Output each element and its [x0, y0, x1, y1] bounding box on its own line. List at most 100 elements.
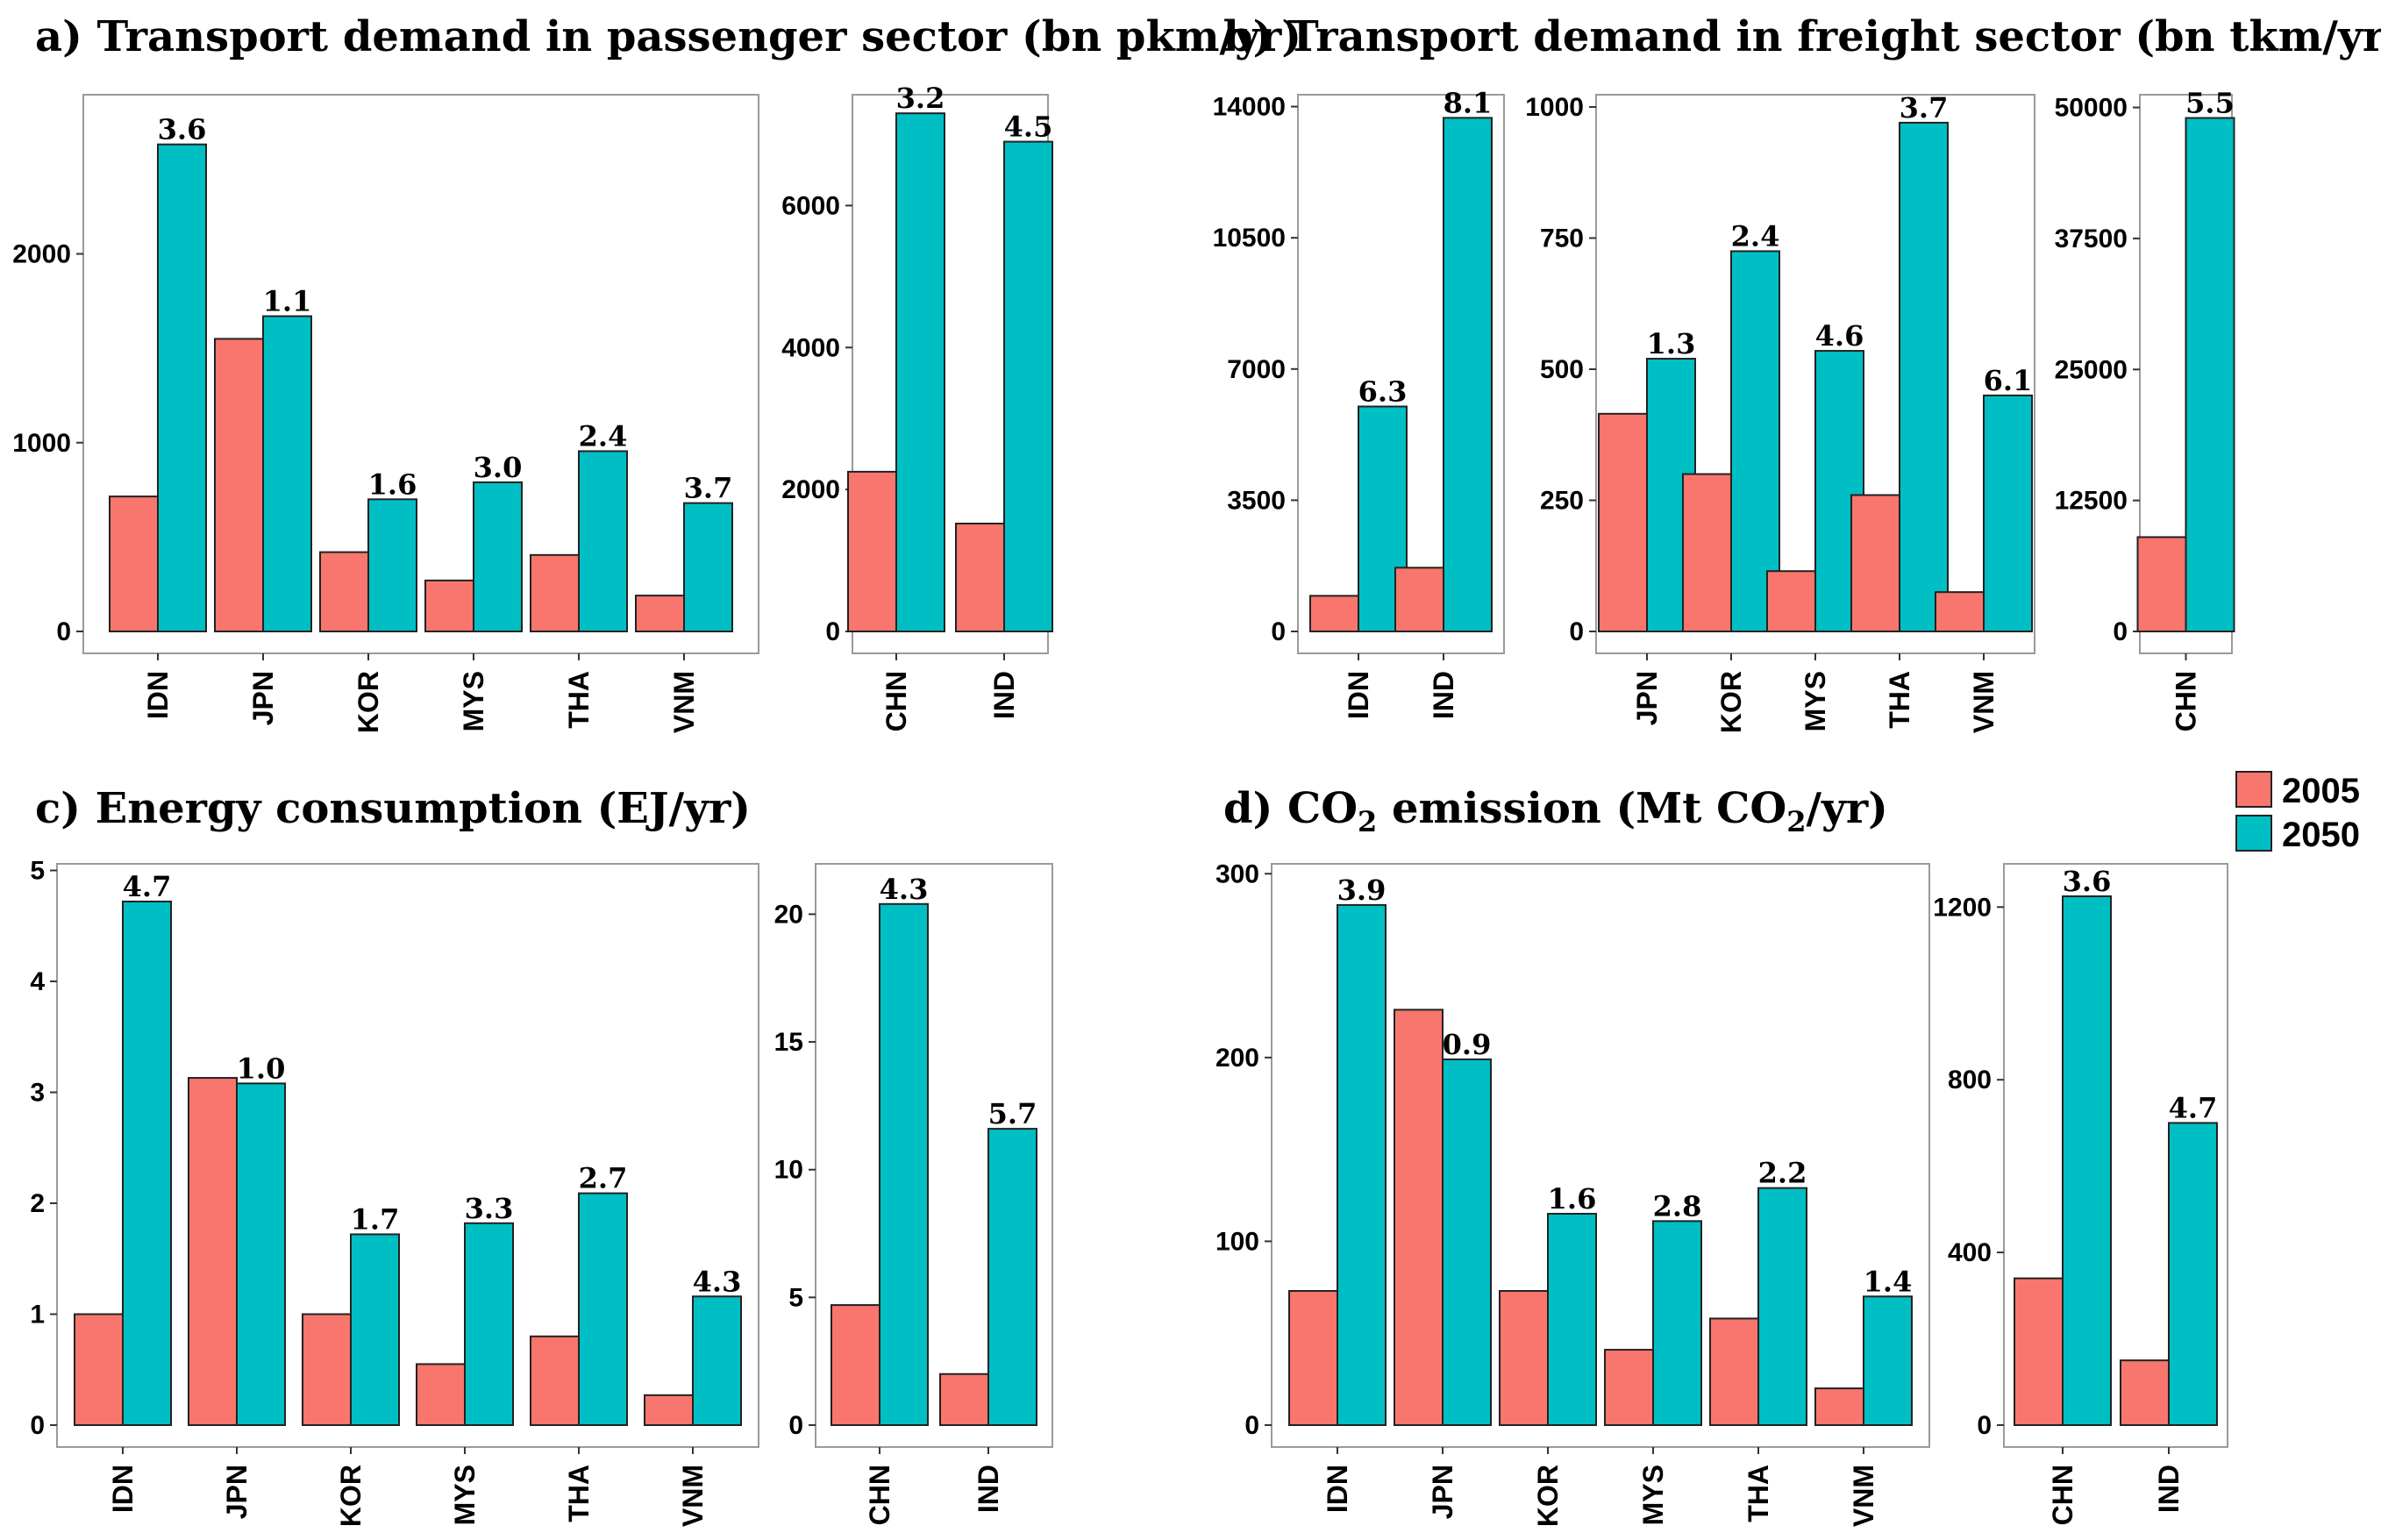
chart-d2: 0 400 800 1200 3.6 CHN 4.7 IND [1933, 863, 2228, 1525]
data-label-kor: 1.7 [351, 1202, 400, 1236]
bar-2050-idn [1337, 903, 1387, 1426]
data-label-kor: 2.4 [1731, 219, 1780, 253]
legend-swatch-2005 [2235, 771, 2272, 808]
y-tick-label: 4000 [781, 333, 840, 362]
panel-d-title-prefix: d) CO [1223, 784, 1358, 833]
data-label-mys: 3.3 [465, 1192, 514, 1225]
bar-2005-vnm [1935, 591, 1985, 632]
plot-frame [1271, 863, 1930, 1448]
category-label-idn: IDN [107, 1465, 139, 1513]
y-tick-label: 2 [30, 1189, 45, 1218]
data-label-ind: 8.1 [1444, 86, 1493, 119]
category-label-ind: IND [1428, 671, 1459, 719]
bar-2050-kor [350, 1233, 400, 1427]
panel-c-title: c) Energy consumption (EJ/yr) [35, 784, 751, 833]
bar-2050-jpn [236, 1082, 286, 1427]
category-label-kor: KOR [1715, 671, 1747, 733]
panel-d-title-mid: emission (Mt CO [1377, 784, 1786, 833]
bar-2050-vnm [683, 502, 733, 633]
y-tick-label: 0 [788, 1411, 803, 1440]
bar-2050-jpn [262, 315, 312, 632]
y-tick-label: 20 [774, 900, 803, 929]
chart-b1: 0 3500 7000 10500 14000 6.3 IDN 8.1 IND [1213, 86, 1505, 719]
bar-2050-idn [157, 143, 207, 633]
bar-2050-ind [1443, 117, 1493, 633]
category-label-tha: THA [1884, 671, 1915, 729]
data-label-kor: 1.6 [368, 467, 417, 501]
data-label-vnm: 4.3 [693, 1265, 742, 1298]
data-label-ind: 4.5 [1004, 111, 1053, 144]
y-tick-label: 15 [774, 1028, 803, 1057]
chart-b2: 0 250 500 750 1000 1.3 JPN 2.4 KOR 4.6 MYS 3.7 THA 6.… [1525, 91, 2035, 733]
category-label-chn: CHN [880, 671, 912, 731]
chart-a1: 0 1000 2000 3.6 IDN 1.1 JPN 1.6 KOR 3.0 MYS 2.4 THA 3… [12, 94, 759, 733]
category-label-ind: IND [973, 1465, 1004, 1513]
panel-d-title: d) CO2 emission (Mt CO2/yr) [1223, 784, 1888, 838]
bar-2005-chn [847, 470, 897, 633]
category-label-mys: MYS [449, 1465, 481, 1525]
plot-frame [1297, 94, 1505, 654]
y-tick-label: 750 [1540, 224, 1584, 253]
data-label-mys: 2.8 [1653, 1189, 1702, 1223]
y-tick-label: 7000 [1227, 355, 1286, 384]
y-tick-label: 3 [30, 1079, 45, 1108]
panel-d-title-sub2: 2 [1786, 805, 1806, 838]
bar-2005-mys [424, 579, 474, 633]
category-label-jpn: JPN [221, 1465, 253, 1519]
data-label-jpn: 1.0 [237, 1052, 286, 1085]
y-tick-label: 4 [30, 967, 45, 996]
category-label-kor: KOR [353, 671, 384, 733]
bar-2050-ind [987, 1128, 1037, 1427]
bar-2050-vnm [1863, 1295, 1913, 1426]
category-label-vnm: VNM [668, 671, 700, 733]
bar-2005-tha [1850, 494, 1900, 633]
bar-2005-jpn [188, 1077, 238, 1427]
bar-2005-vnm [644, 1394, 694, 1426]
panel-d-title-suffix: /yr) [1806, 784, 1887, 833]
bar-2005-ind [955, 522, 1005, 632]
data-label-chn: 5.5 [2185, 87, 2235, 120]
data-label-mys: 4.6 [1815, 319, 1864, 353]
category-label-tha: THA [563, 671, 595, 729]
category-label-kor: KOR [1532, 1465, 1564, 1527]
bar-2005-vnm [1814, 1387, 1864, 1427]
y-tick-label: 0 [30, 1411, 45, 1440]
y-tick-label: 2000 [781, 475, 840, 504]
legend: 2005 2050 [2235, 771, 2360, 854]
data-label-kor: 1.6 [1548, 1182, 1597, 1216]
chart-b3: 0 12500 25000 37500 50000 5.5 CHN [2055, 87, 2235, 731]
legend-label-2005: 2005 [2282, 772, 2360, 810]
bar-2005-chn [2014, 1277, 2064, 1426]
bar-2005-mys [1766, 570, 1816, 633]
plot-frame [82, 94, 759, 654]
data-label-vnm: 1.4 [1864, 1265, 1913, 1298]
category-label-idn: IDN [1322, 1465, 1353, 1513]
bar-2005-jpn [1394, 1009, 1444, 1426]
plot-frame [815, 863, 1053, 1448]
y-tick-label: 12500 [2055, 487, 2128, 516]
chart-c1: 0 1 2 3 4 5 4.7 IDN 1.0 JPN 1.7 KOR 3.3 MYS 2.7 THA 4.3 V… [30, 857, 759, 1527]
y-tick-label: 800 [1948, 1066, 1992, 1094]
legend-label-2050: 2050 [2282, 816, 2360, 854]
bar-2050-kor [1730, 250, 1780, 632]
bar-2050-jpn [1442, 1058, 1492, 1426]
data-label-tha: 2.2 [1758, 1157, 1807, 1190]
data-label-jpn: 0.9 [1443, 1028, 1492, 1061]
category-label-jpn: JPN [1631, 671, 1663, 725]
bar-2005-mys [416, 1363, 466, 1427]
chart-d1: 0 100 200 300 3.9 IDN 0.9 JPN 1.6 KOR 2.8 MYS 2.2 THA… [1215, 859, 1930, 1527]
legend-swatch-2050 [2235, 815, 2272, 852]
bar-2005-ind [939, 1372, 989, 1427]
bar-2005-kor [1499, 1290, 1549, 1426]
bar-2005-idn [1309, 595, 1359, 633]
y-tick-label: 0 [825, 617, 840, 646]
data-label-jpn: 1.3 [1647, 327, 1696, 360]
panel-d-title-sub1: 2 [1358, 805, 1377, 838]
category-label-ind: IND [2153, 1465, 2185, 1513]
y-tick-label: 200 [1215, 1044, 1259, 1073]
data-label-mys: 3.0 [474, 451, 523, 484]
panel-a-title: a) Transport demand in passenger sector … [35, 12, 1301, 61]
chart-a2: 0 2000 4000 6000 3.2 CHN 4.5 IND [781, 82, 1053, 731]
bar-2050-tha [578, 1192, 628, 1426]
category-label-chn: CHN [2047, 1465, 2078, 1525]
